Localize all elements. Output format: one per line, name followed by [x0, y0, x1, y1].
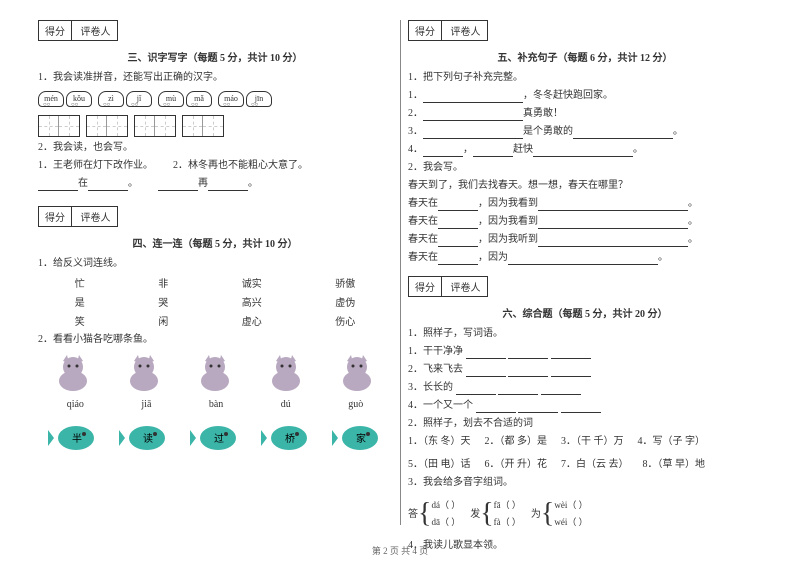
score-label: 得分: [409, 277, 442, 296]
cloud: mén: [38, 91, 64, 107]
cat-icon: [124, 353, 164, 393]
cloud: mǎ: [186, 91, 212, 107]
cloud: máo: [218, 91, 244, 107]
q6-3: 3．我会给多音字组词。: [408, 475, 762, 490]
q4-1: 1．给反义词连线。: [38, 256, 392, 271]
cloud: jǐ: [126, 91, 152, 107]
polyphone-group: 为{wèi（ ）wéi（ ）: [531, 493, 588, 535]
writing-grids: [38, 115, 392, 137]
grader-label: 评卷人: [75, 21, 117, 40]
score-label: 得分: [409, 21, 442, 40]
cat-icon: [266, 353, 306, 393]
score-label: 得分: [39, 207, 72, 226]
q3-2a: 1．王老师在灯下改作业。: [38, 158, 153, 173]
svg-text:读: 读: [143, 432, 153, 445]
antonym-row: 笑闲 虚心伤心: [38, 313, 392, 328]
grader-label: 评卷人: [445, 21, 487, 40]
section-3-title: 三、识字写字（每题 5 分，共计 10 分）: [38, 49, 392, 64]
score-label: 得分: [39, 21, 72, 40]
polyphone-group: 答{dá（ ）dā（ ）: [408, 493, 460, 535]
fish-icon: 家: [332, 420, 382, 455]
q5-1: 1．把下列句子补充完整。: [408, 70, 762, 85]
section-4-title: 四、连一连（每题 5 分，共计 10 分）: [38, 235, 392, 250]
score-box-3: 得分 评卷人: [38, 20, 118, 41]
blank-label: 再: [198, 178, 208, 189]
score-box-5: 得分 评卷人: [408, 20, 488, 41]
grader-label: 评卷人: [75, 207, 117, 226]
cat-icon: [337, 353, 377, 393]
q4-2: 2．看看小猫各吃哪条鱼。: [38, 332, 392, 347]
score-box-6: 得分 评卷人: [408, 276, 488, 297]
section-6-title: 六、综合题（每题 5 分，共计 20 分）: [408, 305, 762, 320]
pinyin-clouds: ménkǒu zìjǐ mùmǎ máojīn: [38, 91, 392, 107]
cat-icon: [195, 353, 235, 393]
cat-icon: [53, 353, 93, 393]
cloud: mù: [158, 91, 184, 107]
svg-text:过: 过: [214, 432, 224, 445]
right-column: 得分 评卷人 五、补充句子（每题 6 分，共计 12 分） 1．把下列句子补充完…: [400, 20, 770, 556]
fish-icon: 读: [119, 420, 169, 455]
fish-row: 半 读 过 桥 家: [38, 420, 392, 455]
cloud: kǒu: [66, 91, 92, 107]
q6-1: 1．照样子，写词语。: [408, 326, 762, 341]
fish-icon: 半: [48, 420, 98, 455]
q3-1: 1．我会读准拼音，还能写出正确的汉字。: [38, 70, 392, 85]
cloud: zì: [98, 91, 124, 107]
cloud: jīn: [246, 91, 272, 107]
score-box-4: 得分 评卷人: [38, 206, 118, 227]
antonym-row: 忙非 诚实骄傲: [38, 275, 392, 290]
q5-2-text: 春天到了，我们去找春天。想一想，春天在哪里？: [408, 178, 762, 193]
q3-2: 2．我会读，也会写。: [38, 140, 392, 155]
left-column: 得分 评卷人 三、识字写字（每题 5 分，共计 10 分） 1．我会读准拼音，还…: [30, 20, 400, 556]
pinyin-labels: qiáojiābàndúguò: [38, 399, 392, 410]
antonym-row: 是哭 高兴虚伪: [38, 294, 392, 309]
q6-2: 2．照样子，划去不合适的词: [408, 416, 762, 431]
polyphone-group: 发{fā（ ）fà（ ）: [470, 493, 521, 535]
blank-label: 在: [78, 178, 88, 189]
svg-text:桥: 桥: [285, 433, 295, 445]
fish-icon: 过: [190, 420, 240, 455]
section-5-title: 五、补充句子（每题 6 分，共计 12 分）: [408, 49, 762, 64]
q3-2b: 2．林冬再也不能粗心大意了。: [173, 158, 308, 173]
fish-icon: 桥: [261, 420, 311, 455]
page-footer: 第 2 页 共 4 页: [0, 544, 800, 557]
cats-row: [38, 353, 392, 393]
grader-label: 评卷人: [445, 277, 487, 296]
q5-2: 2．我会写。: [408, 160, 762, 175]
svg-text:家: 家: [356, 432, 366, 445]
svg-text:半: 半: [72, 432, 82, 445]
